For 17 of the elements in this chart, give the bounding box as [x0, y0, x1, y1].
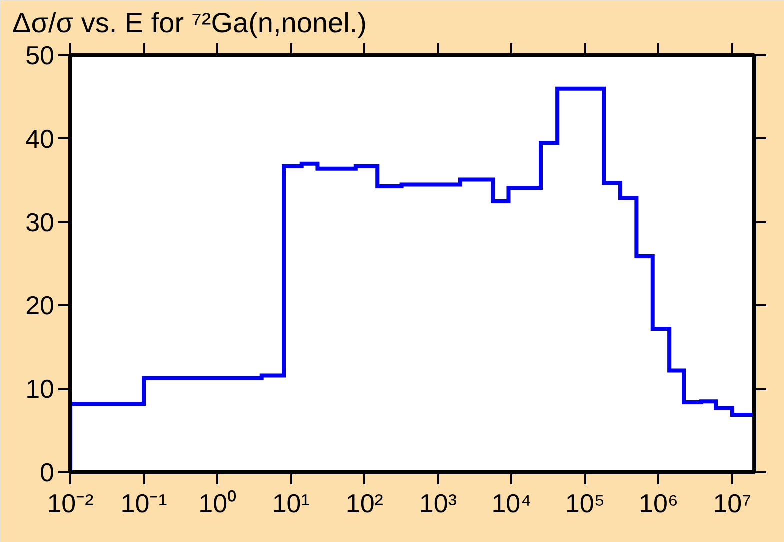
y-tick-label: 40	[26, 124, 54, 154]
x-tick-label: 10³	[419, 488, 458, 518]
x-tick-label: 10⁵	[565, 488, 606, 518]
x-tick-label: 10⁴	[492, 488, 532, 518]
x-tick-label: 10⁶	[639, 488, 679, 518]
x-tick-label: 10⁻²	[47, 488, 94, 518]
x-tick-label: 10²	[346, 488, 384, 518]
x-tick-label: 10⁻¹	[120, 488, 168, 518]
y-tick-label: 50	[26, 40, 54, 70]
y-tick-label: 10	[26, 374, 54, 404]
y-tick-label: 30	[26, 207, 54, 238]
y-tick-label: 0	[40, 458, 55, 488]
y-tick-label: 20	[26, 290, 54, 321]
chart-title: Δσ/σ vs. E for ⁷²Ga(n,nonel.)	[12, 8, 367, 38]
x-tick-label: 10⁷	[713, 488, 752, 518]
x-tick-label: 10¹	[272, 488, 310, 518]
x-tick-label: 10⁰	[198, 488, 237, 518]
